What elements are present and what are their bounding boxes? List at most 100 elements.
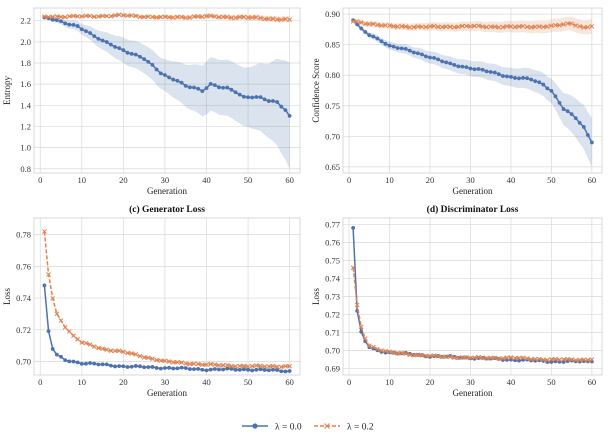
data-point <box>403 24 409 29</box>
chart-title: (c) Generator Loss <box>129 204 205 215</box>
data-point <box>163 73 167 77</box>
data-point <box>431 23 437 29</box>
data-point <box>411 24 417 30</box>
data-point <box>504 355 510 360</box>
data-point <box>87 13 93 19</box>
data-point <box>375 22 380 28</box>
data-point <box>383 41 388 46</box>
data-point <box>496 25 502 30</box>
data-point <box>573 23 579 28</box>
data-point <box>88 31 93 35</box>
data-point <box>75 24 80 28</box>
data-point <box>492 70 497 75</box>
data-point <box>217 367 221 372</box>
data-point <box>175 359 180 365</box>
data-point <box>528 356 534 362</box>
data-point <box>528 24 534 30</box>
data-point <box>577 23 583 29</box>
data-point <box>536 356 542 362</box>
data-point <box>204 86 209 91</box>
data-point <box>565 21 570 26</box>
data-point <box>170 15 176 20</box>
data-point <box>246 95 250 100</box>
data-point <box>121 48 126 53</box>
data-point <box>187 367 192 371</box>
y-tick-label: 0.69 <box>325 364 340 374</box>
data-point <box>125 50 130 55</box>
data-point <box>100 13 105 19</box>
data-point <box>142 57 147 62</box>
plot-frame <box>342 217 603 376</box>
x-tick-label: 0 <box>38 377 42 387</box>
data-point <box>129 351 135 356</box>
data-point <box>431 353 437 358</box>
data-point <box>351 226 356 230</box>
data-point <box>468 66 473 71</box>
data-point <box>258 95 263 99</box>
data-point <box>439 24 445 30</box>
data-point <box>104 40 109 44</box>
x-tick-label: 20 <box>119 175 128 185</box>
data-point <box>113 45 117 49</box>
data-point <box>472 67 477 72</box>
x-tick-label: 40 <box>507 377 516 387</box>
data-point <box>496 72 501 77</box>
x-tick-label: 50 <box>547 175 556 185</box>
y-tick-label: 0.65 <box>325 162 340 172</box>
data-point <box>171 77 176 82</box>
data-point <box>75 14 80 19</box>
data-point <box>262 97 267 102</box>
data-point <box>142 365 147 370</box>
data-point <box>448 61 453 66</box>
data-point <box>137 353 143 359</box>
data-point <box>589 357 595 363</box>
data-point <box>525 76 530 81</box>
data-point <box>229 15 234 21</box>
data-point <box>241 363 247 369</box>
data-point <box>183 15 189 21</box>
data-point <box>154 366 159 370</box>
x-tick-label: 40 <box>202 175 211 185</box>
data-point <box>100 38 105 43</box>
data-point <box>42 283 47 288</box>
data-point <box>58 14 64 20</box>
data-point <box>537 80 542 85</box>
data-point <box>63 358 68 363</box>
data-point <box>67 22 72 27</box>
data-point <box>350 19 356 24</box>
data-point <box>75 336 80 342</box>
data-point <box>104 362 109 367</box>
data-point <box>484 69 489 74</box>
data-point <box>287 369 292 373</box>
data-point <box>50 17 55 22</box>
data-point <box>460 354 465 360</box>
data-point <box>383 348 388 354</box>
data-point <box>133 352 139 357</box>
data-point <box>423 24 429 30</box>
data-point <box>460 23 465 29</box>
data-point <box>521 75 525 80</box>
y-tick-label: 0.90 <box>325 9 340 19</box>
data-point <box>108 348 114 354</box>
data-point <box>581 25 587 30</box>
y-tick-label: 0.73 <box>325 292 340 302</box>
data-point <box>516 24 522 29</box>
data-point <box>108 363 113 368</box>
y-tick-label: 0.72 <box>16 325 31 335</box>
data-point <box>179 80 184 85</box>
plot-frame <box>342 7 603 174</box>
data-point <box>91 344 97 349</box>
data-point <box>573 357 579 363</box>
data-point <box>287 17 292 22</box>
data-point <box>428 55 432 60</box>
data-point <box>500 74 505 78</box>
data-point <box>557 22 562 28</box>
legend-marker-lambda-02 <box>324 423 330 429</box>
data-point <box>540 24 546 30</box>
data-point <box>196 86 201 91</box>
data-point <box>246 367 250 372</box>
data-point <box>162 358 168 364</box>
data-point <box>196 366 201 371</box>
data-point <box>266 364 272 369</box>
